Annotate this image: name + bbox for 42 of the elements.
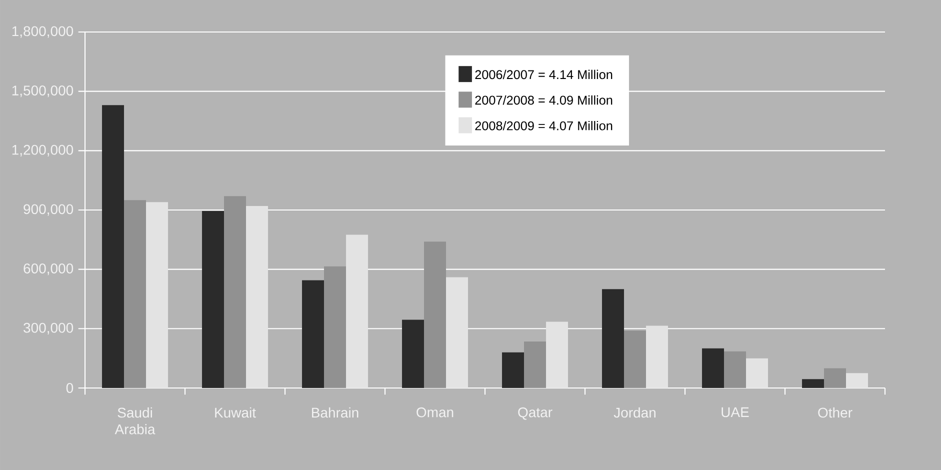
y-tick-label: 900,000	[24, 204, 74, 216]
bar	[124, 200, 146, 388]
x-tick-label: Other	[818, 407, 852, 418]
bar	[824, 368, 846, 388]
x-tick-label: Bahrain	[312, 407, 358, 418]
bar	[624, 330, 646, 388]
bar	[446, 277, 468, 388]
bar	[346, 234, 368, 388]
bar	[846, 373, 868, 388]
bar	[724, 351, 746, 388]
legend-label: 2007/2008 = 4.09 Million	[475, 95, 612, 105]
bar	[702, 348, 724, 388]
bar	[202, 210, 224, 388]
y-tick-label: 600,000	[24, 264, 74, 276]
bar	[324, 266, 346, 388]
bar	[502, 352, 524, 388]
bar	[646, 326, 668, 388]
bar	[546, 322, 568, 388]
y-tick-label: 300,000	[24, 322, 74, 334]
x-tick-label: UAE	[722, 407, 749, 418]
bar	[146, 202, 168, 388]
bar	[302, 280, 324, 388]
y-tick-label: 0	[66, 383, 74, 393]
x-tick-label: Saudi Arabia	[114, 407, 156, 434]
bar	[802, 379, 824, 388]
bar	[602, 289, 624, 388]
bar	[246, 206, 268, 388]
legend-label: 2006/2007 = 4.14 Million	[475, 70, 612, 80]
bar	[402, 320, 424, 388]
bar	[424, 242, 446, 388]
x-tick-label: Oman	[416, 407, 454, 418]
y-tick-label: 1,200,000	[12, 144, 74, 156]
x-tick-label: Jordan	[614, 407, 656, 418]
bar	[746, 358, 768, 388]
bar	[224, 196, 246, 388]
bar	[524, 342, 546, 388]
x-tick-label: Kuwait	[215, 407, 256, 418]
x-tick-label: Qatar	[518, 407, 552, 420]
y-tick-label: 1,500,000	[12, 86, 74, 98]
bar	[102, 105, 124, 388]
legend-label: 2008/2009 = 4.07 Million	[475, 120, 612, 130]
y-tick-label: 1,800,000	[12, 26, 74, 38]
